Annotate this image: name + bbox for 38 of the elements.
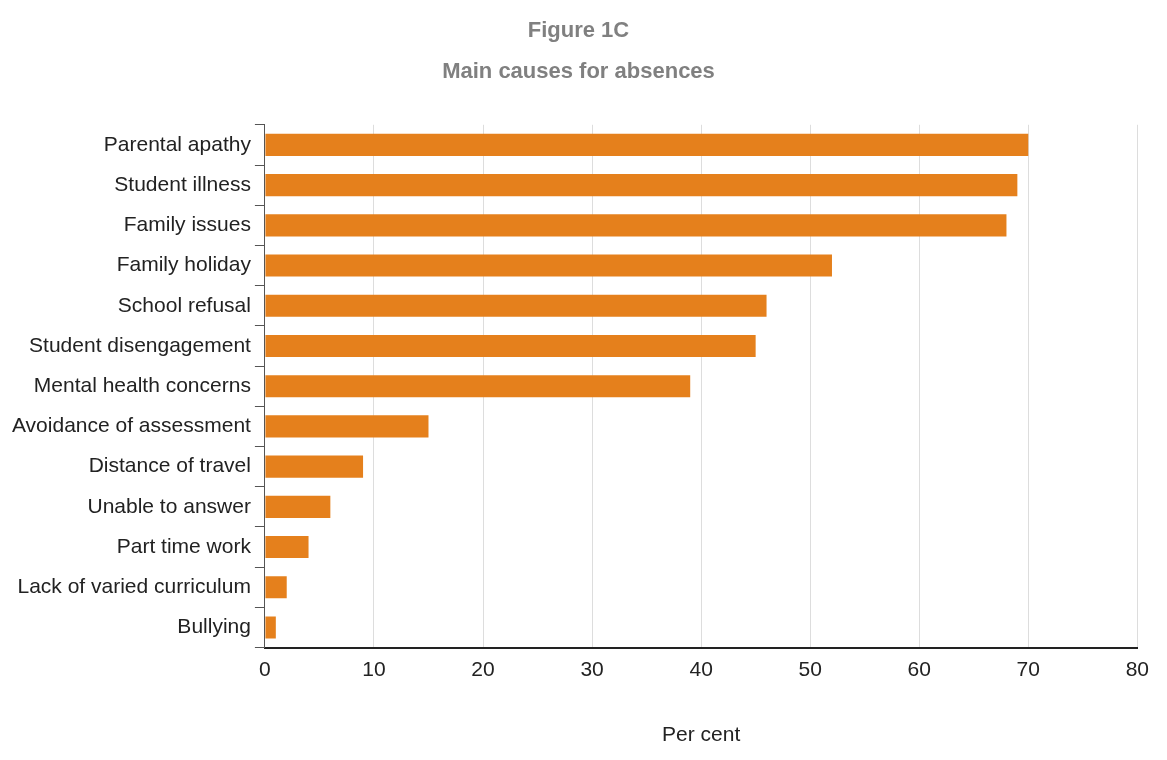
- x-tick-label: 70: [1016, 657, 1040, 680]
- y-tick-label: Family issues: [123, 212, 251, 236]
- x-tick-label: 0: [259, 657, 271, 680]
- y-tick-label: Student illness: [114, 171, 251, 195]
- y-tick-label: Avoidance of assessment: [11, 413, 252, 437]
- y-tick-label: Unable to answer: [87, 493, 251, 517]
- x-tick-label: 20: [471, 657, 495, 680]
- chart-title: Figure 1C: [527, 17, 630, 43]
- bar: [265, 455, 364, 478]
- x-tick-label: 60: [907, 657, 931, 680]
- bar: [265, 415, 429, 438]
- y-tick-label: Distance of travel: [88, 453, 251, 477]
- y-tick-label: Lack of varied curriculum: [17, 574, 251, 598]
- x-tick-label: 30: [580, 657, 604, 680]
- bar: [265, 495, 331, 518]
- y-tick-label: Family holiday: [116, 252, 252, 276]
- bar: [265, 334, 756, 358]
- bar: [265, 214, 1007, 237]
- bar: [265, 254, 832, 277]
- y-tick-label: Parental apathy: [103, 131, 252, 155]
- bar: [265, 375, 691, 398]
- bar: [265, 294, 767, 317]
- y-tick-label: Student disengagement: [29, 332, 252, 356]
- y-tick-label: School refusal: [117, 292, 251, 316]
- bar: [265, 616, 276, 639]
- x-tick-label: 40: [689, 657, 713, 680]
- bar: [265, 174, 1018, 197]
- bar: [265, 133, 1029, 156]
- chart-subtitle: Main causes for absences: [442, 57, 715, 83]
- bar: [265, 576, 287, 599]
- y-tick-label: Mental health concerns: [33, 373, 251, 396]
- x-tick-label: 10: [362, 657, 386, 680]
- y-tick-label: Bullying: [177, 614, 251, 638]
- x-tick-label: 50: [798, 657, 822, 680]
- y-tick-label: Part time work: [116, 533, 252, 557]
- x-axis-title: Per cent: [662, 722, 741, 746]
- bar: [265, 536, 309, 559]
- x-tick-label: 80: [1125, 657, 1149, 680]
